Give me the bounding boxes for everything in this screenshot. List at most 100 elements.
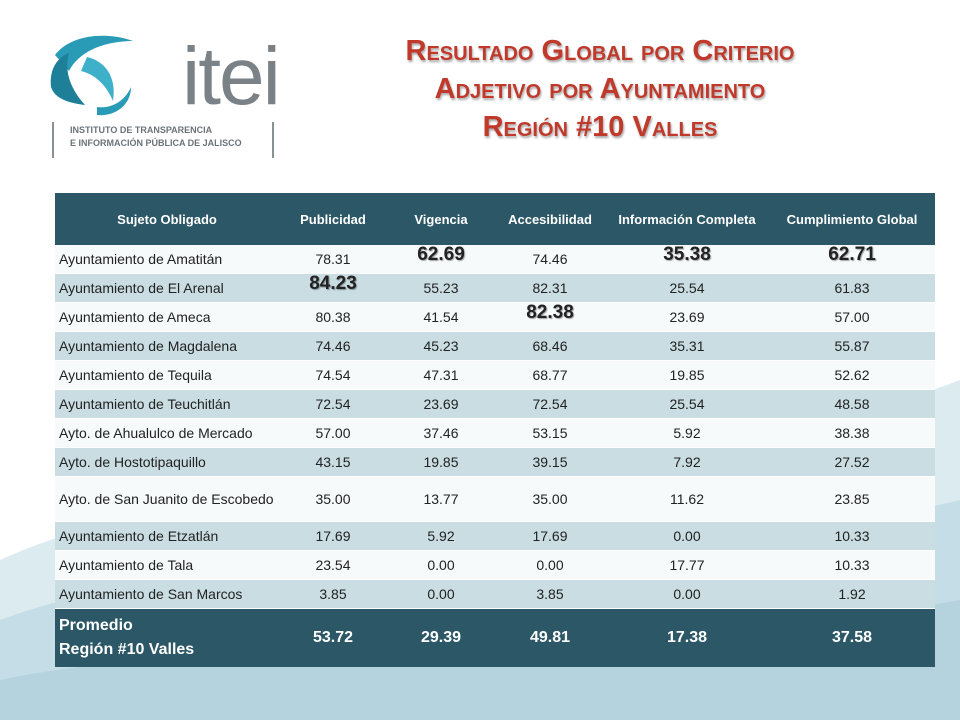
row-value: 55.23: [387, 273, 495, 303]
row-value: 25.54: [605, 389, 769, 419]
table-header-row: Sujeto Obligado Publicidad Vigencia Acce…: [55, 193, 935, 245]
row-value: 68.46: [495, 331, 605, 361]
row-value: 3.85: [495, 579, 605, 609]
row-name: Ayto. de Ahualulco de Mercado: [55, 418, 279, 448]
row-value: 0.00: [387, 579, 495, 609]
table-row: Ayuntamiento de Ameca 80.38 41.54 82.38 23.6…: [55, 302, 935, 332]
title-line1: Resultado Global por Criterio: [405, 35, 795, 67]
itei-logo-mark: [50, 35, 133, 116]
average-label-line1: Promedio: [59, 617, 133, 634]
row-value: 19.85: [387, 447, 495, 477]
row-value: 5.92: [605, 418, 769, 448]
table-row: Ayuntamiento de Teuchitlán 72.54 23.69 72.5…: [55, 389, 935, 419]
row-value: 74.54: [279, 360, 387, 390]
row-value: 62.69: [387, 245, 495, 274]
row-value: 80.38: [279, 302, 387, 332]
table-row: Ayuntamiento de San Marcos 3.85 0.00 3.85 0.…: [55, 579, 935, 609]
average-publicidad: 53.72: [279, 608, 387, 667]
table-row: Ayuntamiento de Tala 23.54 0.00 0.00 17.77 10…: [55, 550, 935, 580]
table-row: Ayuntamiento de El Arenal 84.23 55.23 82.31…: [55, 273, 935, 303]
row-value: 27.52: [769, 447, 935, 477]
logo-subtitle-line1: INSTITUTO DE TRANSPARENCIA: [70, 125, 213, 135]
row-value: 0.00: [495, 550, 605, 580]
row-value: 35.00: [495, 476, 605, 522]
row-value: 23.85: [769, 476, 935, 522]
row-value: 57.00: [279, 418, 387, 448]
row-value: 35.38: [605, 245, 769, 274]
row-value: 57.00: [769, 302, 935, 332]
row-value: 38.38: [769, 418, 935, 448]
table-row: Ayto. de Ahualulco de Mercado 57.00 37.46 5…: [55, 418, 935, 448]
row-value: 17.77: [605, 550, 769, 580]
row-value: 19.85: [605, 360, 769, 390]
row-value: 37.46: [387, 418, 495, 448]
table-row: Ayuntamiento de Magdalena 74.46 45.23 68.46…: [55, 331, 935, 361]
row-value: 0.00: [605, 579, 769, 609]
table-row: Ayuntamiento de Amatitán 78.31 62.69 74.46 3…: [55, 245, 935, 274]
average-informacion: 17.38: [605, 608, 769, 667]
row-value: 35.31: [605, 331, 769, 361]
row-name: Ayuntamiento de Ameca: [55, 302, 279, 332]
logo-subtitle-line2: E INFORMACIÓN PÚBLICA DE JALISCO: [70, 138, 242, 148]
header-publicidad: Publicidad: [279, 193, 387, 245]
row-value: 74.46: [279, 331, 387, 361]
header-vigencia: Vigencia: [387, 193, 495, 245]
row-value: 74.46: [495, 245, 605, 274]
row-value: 82.31: [495, 273, 605, 303]
row-value: 0.00: [605, 521, 769, 551]
row-value: 53.15: [495, 418, 605, 448]
row-value: 25.54: [605, 273, 769, 303]
average-vigencia: 29.39: [387, 608, 495, 667]
row-name: Ayuntamiento de Magdalena: [55, 331, 279, 361]
row-value: 17.69: [279, 521, 387, 551]
row-value: 72.54: [279, 389, 387, 419]
row-value: 45.23: [387, 331, 495, 361]
row-value: 3.85: [279, 579, 387, 609]
itei-logo: itei INSTITUTO DE TRANSPARENCIA E INFORM…: [40, 22, 281, 162]
row-value: 52.62: [769, 360, 935, 390]
logo-wordmark: itei: [182, 31, 281, 122]
row-value: 41.54: [387, 302, 495, 332]
table-row: Ayto. de San Juanito de Escobedo 35.00 13.…: [55, 476, 935, 522]
row-name: Ayuntamiento de El Arenal: [55, 273, 279, 303]
row-value: 82.38: [495, 302, 605, 332]
row-value: 62.71: [769, 245, 935, 274]
average-cumplimiento: 37.58: [769, 608, 935, 667]
row-value: 5.92: [387, 521, 495, 551]
header-accesibilidad: Accesibilidad: [495, 193, 605, 245]
row-value: 10.33: [769, 521, 935, 551]
title-line2: Adjetivo por Ayuntamiento: [434, 73, 766, 105]
row-value: 78.31: [279, 245, 387, 274]
average-label-line2: Región #10 Valles: [59, 641, 195, 658]
page-title: Resultado Global por Criterio Adjetivo p…: [290, 32, 910, 146]
table-row: Ayto. de Hostotipaquillo 43.15 19.85 39.15 7…: [55, 447, 935, 477]
row-value: 68.77: [495, 360, 605, 390]
row-value: 0.00: [387, 550, 495, 580]
row-name: Ayuntamiento de Etzatlán: [55, 521, 279, 551]
row-value: 23.69: [605, 302, 769, 332]
table-body: Ayuntamiento de Amatitán 78.31 62.69 74.46 3…: [55, 245, 935, 609]
row-value: 35.00: [279, 476, 387, 522]
row-value: 84.23: [279, 273, 387, 303]
row-value: 13.77: [387, 476, 495, 522]
row-value: 39.15: [495, 447, 605, 477]
row-name: Ayto. de Hostotipaquillo: [55, 447, 279, 477]
row-value: 7.92: [605, 447, 769, 477]
row-name: Ayuntamiento de San Marcos: [55, 579, 279, 609]
row-value: 1.92: [769, 579, 935, 609]
row-value: 11.62: [605, 476, 769, 522]
average-label: Promedio Región #10 Valles: [55, 608, 279, 667]
header-informacion: Información Completa: [605, 193, 769, 245]
row-value: 72.54: [495, 389, 605, 419]
row-value: 47.31: [387, 360, 495, 390]
row-name: Ayuntamiento de Amatitán: [55, 245, 279, 274]
row-name: Ayuntamiento de Tequila: [55, 360, 279, 390]
row-value: 17.69: [495, 521, 605, 551]
table-row: Ayuntamiento de Etzatlán 17.69 5.92 17.69 0.…: [55, 521, 935, 551]
table-row: Ayuntamiento de Tequila 74.54 47.31 68.77 19…: [55, 360, 935, 390]
row-value: 48.58: [769, 389, 935, 419]
average-row: Promedio Región #10 Valles 53.72 29.39 4…: [55, 608, 935, 667]
header-sujeto: Sujeto Obligado: [55, 193, 279, 245]
row-name: Ayuntamiento de Teuchitlán: [55, 389, 279, 419]
row-name: Ayuntamiento de Tala: [55, 550, 279, 580]
